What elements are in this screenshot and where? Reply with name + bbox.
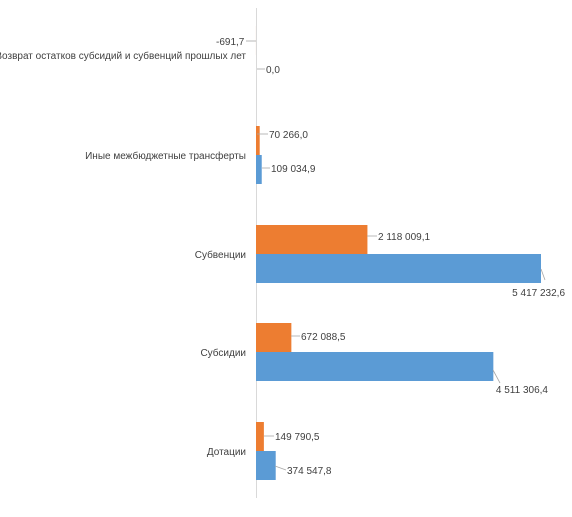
data-label: 2 118 009,1 <box>378 232 431 243</box>
leader-lines-group <box>246 40 546 471</box>
category-label: Субвенции <box>195 249 246 261</box>
orange-bar <box>256 422 264 451</box>
data-label-leader <box>540 268 546 281</box>
blue-bar <box>256 254 541 283</box>
category-label: Субсидии <box>200 347 246 359</box>
data-label: 149 790,5 <box>275 432 320 443</box>
data-label: 109 034,9 <box>271 164 316 175</box>
blue-bar <box>256 352 494 381</box>
orange-bar <box>256 323 292 352</box>
data-label: 5 417 232,6 <box>512 288 565 299</box>
blue-bar <box>256 155 262 184</box>
data-label: 4 511 306,4 <box>496 385 549 396</box>
data-label: 672 088,5 <box>301 332 346 343</box>
orange-bar <box>256 225 368 254</box>
category-label: Иные межбюджетные трансферты <box>85 150 246 162</box>
bars-group <box>255 26 541 480</box>
category-label: Возврат остатков субсидий и субвенций пр… <box>0 50 246 62</box>
data-label: 70 266,0 <box>269 130 308 141</box>
data-label: 0,0 <box>266 65 280 76</box>
labels-group: Возврат остатков субсидий и субвенций пр… <box>0 37 565 477</box>
data-label: -691,7 <box>216 37 245 48</box>
data-label-leader <box>492 369 501 384</box>
orange-bar <box>256 126 260 155</box>
category-label: Дотации <box>207 447 246 458</box>
data-label-leader <box>274 465 287 471</box>
data-label: 374 547,8 <box>287 466 332 477</box>
blue-bar <box>256 451 276 480</box>
